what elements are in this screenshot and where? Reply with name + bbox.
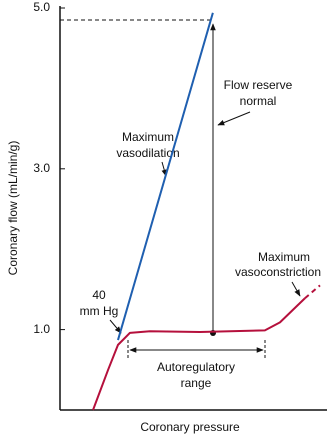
annotation: range xyxy=(181,376,212,390)
x-axis-label: Coronary pressure xyxy=(140,420,240,434)
annotation: vasodilation xyxy=(116,146,179,160)
y-tick-label: 3.0 xyxy=(33,161,50,175)
line xyxy=(92,297,306,411)
annotation: Maximum xyxy=(122,130,174,144)
y-tick-label: 5.0 xyxy=(33,0,50,14)
annotation: vasoconstriction xyxy=(235,265,321,279)
line xyxy=(117,12,214,341)
annotation: 40 xyxy=(92,288,106,302)
annotation: normal xyxy=(240,94,277,108)
annotation: Autoregulatory xyxy=(157,360,235,374)
pointer xyxy=(217,111,251,126)
line xyxy=(304,284,321,300)
annotation: mm Hg xyxy=(80,304,119,318)
pointer xyxy=(109,319,122,334)
pointer xyxy=(291,281,301,297)
annotation: Maximum xyxy=(258,250,310,264)
y-axis-label: Coronary flow (mL/min/g) xyxy=(6,141,20,276)
y-tick-label: 1.0 xyxy=(33,322,50,336)
annotation: Flow reserve xyxy=(224,78,293,92)
